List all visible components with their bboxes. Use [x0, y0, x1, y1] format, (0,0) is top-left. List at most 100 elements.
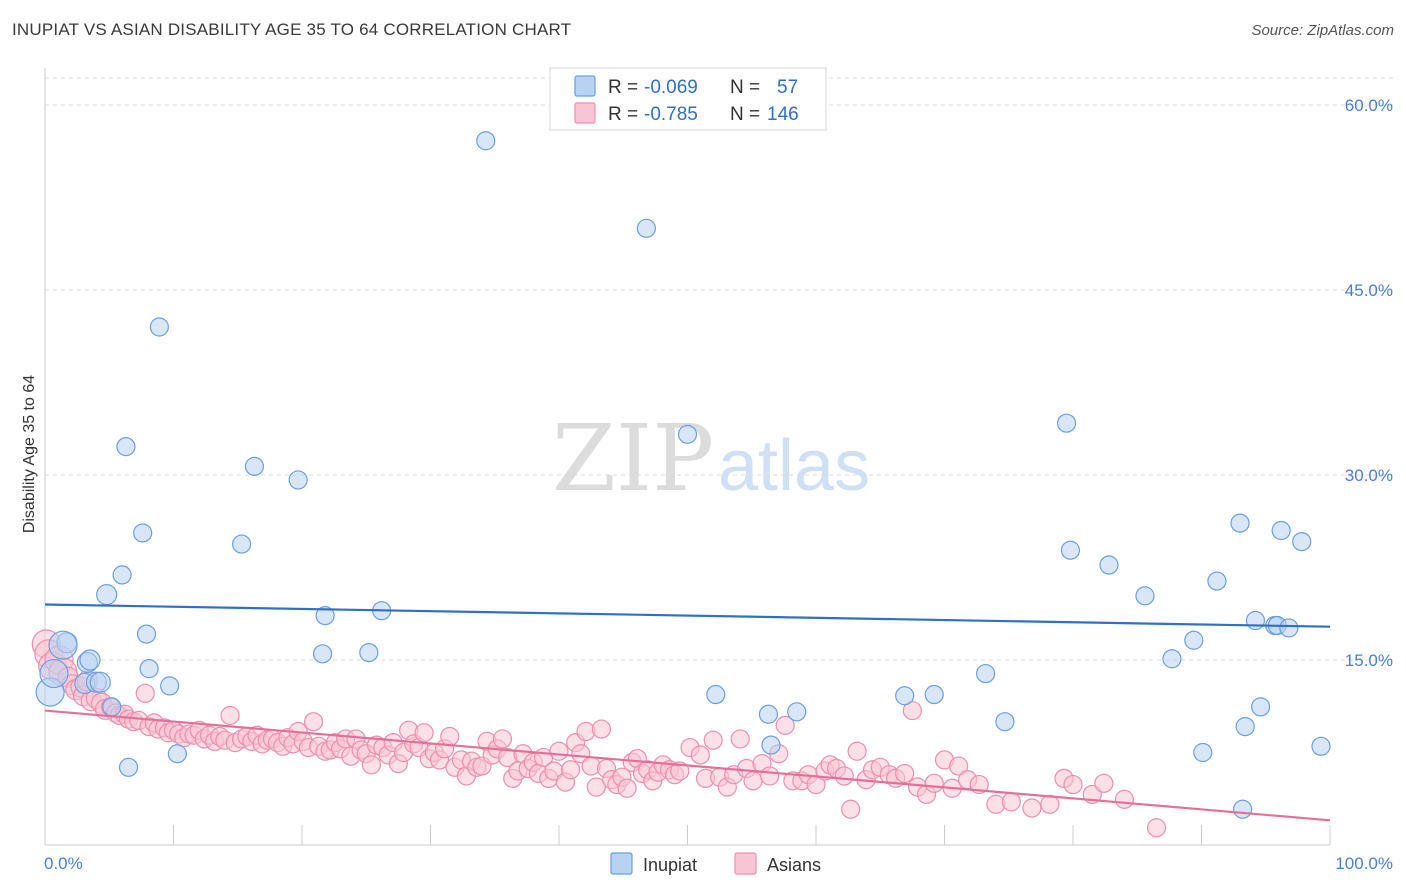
inupiat-trend-line	[44, 603, 1331, 628]
inupiat-point-13	[118, 757, 139, 777]
asians-point-125	[670, 761, 690, 781]
y-tick-label-3: 60.0%	[1345, 96, 1393, 115]
inupiat-point-24	[315, 605, 335, 626]
watermark-zip: ZIP	[552, 405, 714, 512]
gridlines	[45, 77, 1393, 661]
asians-point-147	[834, 766, 854, 786]
asians-point-172	[1094, 773, 1114, 793]
inupiat-point-18	[160, 676, 180, 696]
inupiat-point-53	[1271, 520, 1291, 541]
inupiat-point-17	[149, 317, 169, 337]
inupiat-point-23	[312, 644, 333, 664]
legend-n-label-1: N =	[730, 77, 760, 98]
asians-point-106	[571, 744, 591, 764]
inupiat-point-55	[1292, 531, 1312, 552]
asians-point-166	[1001, 792, 1021, 812]
inupiat-point-11	[112, 565, 132, 585]
asians-point-133	[730, 729, 750, 749]
legend-swatch-inupiat	[574, 75, 596, 97]
bottom-legend-swatch-asians	[734, 852, 757, 875]
inupiat-point-33	[787, 702, 807, 722]
y-tick-labels: 15.0% 30.0% 45.0% 60.0%	[1345, 96, 1393, 670]
y-tick-label-0: 15.0%	[1345, 651, 1393, 670]
bottom-legend-swatch-inupiat	[610, 852, 633, 875]
inupiat-point-16	[139, 659, 159, 679]
inupiat-point-48	[1235, 716, 1255, 737]
asians-point-159	[924, 773, 944, 793]
legend-r-label-1: R =	[608, 77, 638, 98]
inupiat-point-40	[1099, 555, 1119, 575]
asians-point-109	[586, 777, 606, 797]
legend-r-label-2: R =	[608, 104, 638, 125]
x-ticks	[173, 825, 1331, 845]
inupiat-point-38	[1056, 413, 1077, 433]
inupiat-point-43	[1184, 630, 1204, 650]
asians-point-66	[361, 755, 381, 775]
bottom-legend-label-asians: Asians	[767, 855, 821, 875]
asians-point-39	[220, 705, 240, 726]
asians-point-55	[303, 712, 324, 732]
asians-point-104	[560, 760, 581, 780]
legend-box	[549, 67, 827, 131]
asians-point-110	[591, 719, 612, 739]
inupiat-point-45	[1207, 571, 1227, 591]
inupiat-point-22	[288, 470, 308, 490]
y-tick-label-2: 45.0%	[1345, 281, 1393, 300]
inupiat-point-27	[476, 131, 496, 151]
inupiat-point-54	[1279, 618, 1299, 638]
inupiat-point-14	[133, 523, 153, 543]
x-tick-label-min: 0.0%	[44, 854, 83, 873]
inupiat-point-12	[116, 437, 136, 457]
asians-point-170	[1063, 774, 1083, 795]
inupiat-point-47	[1233, 799, 1253, 819]
inupiat-point-32	[761, 735, 781, 755]
inupiat-point-20	[232, 534, 252, 554]
bottom-legend-label-inupiat: Inupiat	[643, 855, 697, 875]
inupiat-point-42	[1162, 649, 1182, 669]
asians-point-81	[440, 726, 460, 747]
inupiat-point-56	[1311, 736, 1331, 756]
asians-point-76	[414, 723, 434, 743]
inupiat-point-15	[136, 624, 157, 644]
legend: R = -0.069 N = 57 R = -0.785 N = 146	[549, 67, 827, 131]
asians-point-148	[841, 799, 861, 819]
inupiat-point-50	[1251, 697, 1271, 717]
inupiat-point-36	[976, 663, 996, 684]
bottom-legend: Inupiat Asians	[610, 852, 821, 875]
asians-point-156	[902, 700, 922, 721]
asians-point-127	[690, 745, 710, 765]
inupiat-point-19	[167, 744, 187, 764]
asians-point-139	[775, 715, 795, 735]
asians-points	[31, 629, 1167, 838]
x-tick-label-max: 100.0%	[1335, 854, 1393, 873]
inupiat-point-30	[706, 684, 726, 705]
inupiat-point-49	[1245, 610, 1266, 631]
asians-point-137	[760, 766, 780, 786]
legend-n-value-2: 146	[767, 104, 799, 125]
inupiat-point-3	[48, 630, 78, 660]
inupiat-point-21	[244, 456, 265, 476]
asians-point-149	[847, 741, 867, 761]
y-tick-label-1: 30.0%	[1345, 466, 1393, 485]
asians-trend-line	[44, 709, 1331, 822]
inupiat-point-1	[39, 658, 69, 689]
legend-swatch-asians	[574, 102, 596, 124]
inupiat-point-44	[1193, 742, 1213, 763]
inupiat-point-8	[89, 671, 111, 693]
asians-point-162	[949, 756, 969, 776]
asians-point-22	[135, 683, 155, 703]
inupiat-point-6	[79, 649, 101, 671]
inupiat-point-41	[1135, 586, 1155, 606]
inupiat-points	[35, 131, 1331, 819]
asians-point-155	[895, 763, 915, 784]
inupiat-point-29	[677, 424, 698, 444]
asians-point-102	[549, 741, 569, 761]
inupiat-point-46	[1230, 513, 1250, 533]
watermark-atlas: atlas	[718, 426, 870, 506]
inupiat-point-25	[359, 642, 379, 663]
asians-point-115	[617, 778, 637, 798]
asians-point-135	[743, 771, 763, 791]
legend-n-label-2: N =	[730, 104, 760, 125]
inupiat-point-10	[102, 697, 122, 717]
